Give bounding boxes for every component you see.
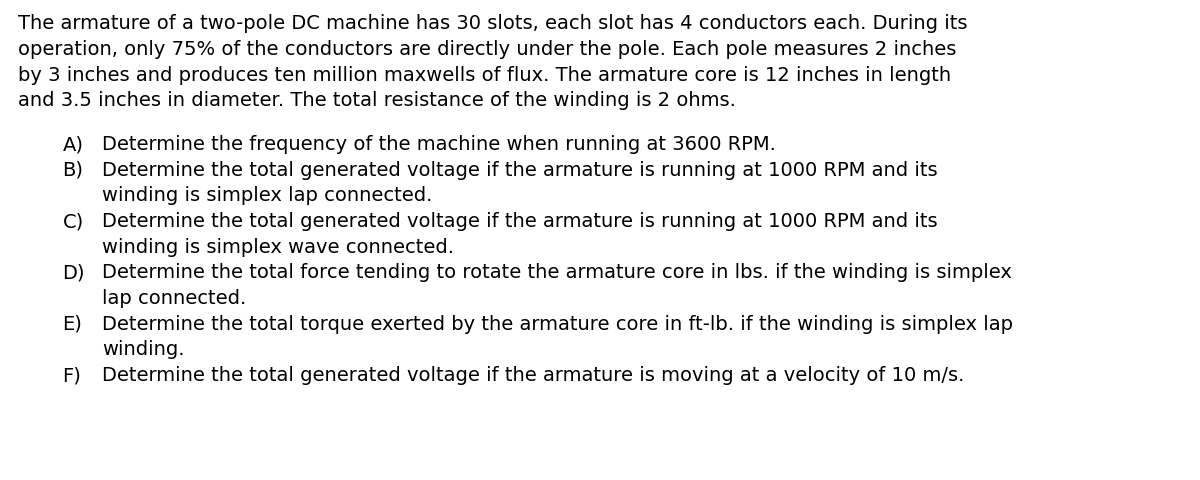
Text: B): B) (62, 160, 84, 180)
Text: Determine the total torque exerted by the armature core in ft-lb. if the winding: Determine the total torque exerted by th… (102, 314, 1013, 333)
Text: by 3 inches and produces ten million maxwells of flux. The armature core is 12 i: by 3 inches and produces ten million max… (18, 66, 952, 84)
Text: E): E) (62, 314, 83, 333)
Text: winding is simplex lap connected.: winding is simplex lap connected. (102, 186, 432, 205)
Text: lap connected.: lap connected. (102, 288, 246, 307)
Text: A): A) (62, 135, 84, 154)
Text: D): D) (62, 263, 85, 282)
Text: F): F) (62, 365, 82, 384)
Text: Determine the total force tending to rotate the armature core in lbs. if the win: Determine the total force tending to rot… (102, 263, 1012, 282)
Text: C): C) (62, 212, 84, 230)
Text: Determine the total generated voltage if the armature is running at 1000 RPM and: Determine the total generated voltage if… (102, 212, 937, 230)
Text: winding.: winding. (102, 340, 185, 359)
Text: and 3.5 inches in diameter. The total resistance of the winding is 2 ohms.: and 3.5 inches in diameter. The total re… (18, 91, 736, 110)
Text: winding is simplex wave connected.: winding is simplex wave connected. (102, 237, 454, 256)
Text: Determine the total generated voltage if the armature is moving at a velocity of: Determine the total generated voltage if… (102, 365, 965, 384)
Text: Determine the total generated voltage if the armature is running at 1000 RPM and: Determine the total generated voltage if… (102, 160, 937, 180)
Text: operation, only 75% of the conductors are directly under the pole. Each pole mea: operation, only 75% of the conductors ar… (18, 40, 956, 59)
Text: The armature of a two-pole DC machine has 30 slots, each slot has 4 conductors e: The armature of a two-pole DC machine ha… (18, 14, 967, 34)
Text: Determine the frequency of the machine when running at 3600 RPM.: Determine the frequency of the machine w… (102, 135, 776, 154)
